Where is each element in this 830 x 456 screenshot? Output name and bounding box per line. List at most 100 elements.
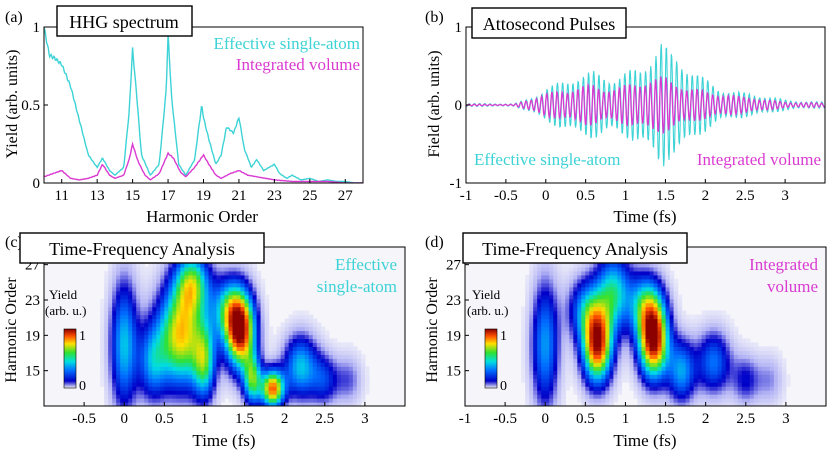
heatmap-cell [316, 362, 322, 367]
heatmap-cell [657, 286, 663, 292]
heatmap-cell [625, 342, 631, 347]
heatmap-cell [613, 266, 619, 272]
heatmap-cell [168, 334, 173, 340]
heatmap-cell [272, 370, 278, 375]
heatmap-cell [725, 386, 731, 391]
heatmap-cell [192, 346, 198, 351]
heatmap-cell [168, 310, 173, 316]
heatmap-cell [529, 294, 534, 300]
heatmap-cell [617, 358, 623, 363]
heatmap-cell [124, 318, 129, 324]
heatmap-cell [304, 402, 310, 406]
heatmap-cell [533, 270, 538, 276]
heatmap-cell [537, 402, 542, 406]
heatmap-cell [160, 386, 165, 391]
heatmap-cell [100, 362, 105, 367]
heatmap-cell [228, 318, 234, 324]
heatmap-cell [581, 310, 586, 316]
heatmap-cell [188, 326, 194, 332]
heatmap-cell [224, 354, 230, 359]
heatmap-cell [569, 266, 574, 272]
heatmap-cell [633, 298, 639, 304]
heatmap-cell [653, 362, 659, 367]
heatmap-cell [753, 382, 759, 387]
heatmap-cell [248, 402, 254, 406]
heatmap-cell [212, 278, 218, 284]
heatmap-cell [621, 310, 627, 316]
heatmap-cell [260, 342, 266, 347]
heatmap-cell [232, 278, 238, 284]
heatmap-cell [665, 274, 671, 280]
heatmap-cell [140, 334, 145, 340]
heatmap-cell [673, 294, 679, 300]
heatmap-cell [697, 314, 703, 320]
heatmap-cell [200, 346, 206, 351]
heatmap-cell [132, 354, 137, 359]
heatmap-cell [641, 390, 647, 395]
heatmap-cell [581, 358, 586, 363]
heatmap-cell [521, 374, 526, 379]
heatmap-cell [340, 386, 346, 391]
heatmap-cell [236, 366, 242, 371]
x-tick-label: 2.5 [736, 411, 755, 427]
heatmap-cell [709, 314, 715, 320]
heatmap-cell [557, 394, 562, 399]
heatmap-cell [613, 290, 619, 296]
heatmap-cell [320, 374, 326, 379]
heatmap-cell [777, 402, 783, 406]
heatmap-cell [308, 322, 314, 328]
y-axis-label-c: Harmonic Order [3, 277, 20, 383]
x-tick-label: 23 [267, 188, 282, 204]
heatmap-cell [196, 354, 202, 359]
heatmap-cell [773, 386, 779, 391]
heatmap-cell [168, 358, 173, 363]
heatmap-cell [553, 298, 558, 304]
heatmap-cell [557, 314, 562, 320]
heatmap-cell [356, 362, 362, 367]
heatmap-cell [100, 334, 105, 340]
heatmap-cell [577, 262, 582, 268]
heatmap-cell [220, 298, 226, 304]
heatmap-cell [553, 378, 558, 383]
heatmap-cell [565, 270, 570, 276]
heatmap-cell [697, 338, 703, 344]
heatmap-cell [156, 266, 161, 272]
heatmap-cell [741, 346, 747, 351]
heatmap-cell [100, 374, 105, 379]
heatmap-cell [537, 370, 542, 375]
heatmap-cell [164, 266, 169, 272]
heatmap-cell [649, 366, 655, 371]
heatmap-cell [172, 334, 177, 340]
heatmap-cell [585, 318, 590, 324]
heatmap-cell [248, 334, 254, 340]
heatmap-cell [276, 390, 282, 395]
heatmap-cell [625, 354, 631, 359]
y-axis-label-a: Yield (arb. units) [4, 50, 21, 159]
heatmap-cell [220, 270, 226, 276]
heatmap-cell [613, 330, 619, 336]
heatmap-cell [665, 370, 671, 375]
heatmap-cell [320, 378, 326, 383]
heatmap-cell [545, 286, 550, 292]
heatmap-cell [537, 274, 542, 280]
heatmap-cell [292, 314, 298, 320]
heatmap-cell [176, 282, 181, 288]
heatmap-cell [581, 278, 586, 284]
heatmap-cell [184, 278, 189, 284]
heatmap-cell [296, 398, 302, 403]
heatmap-cell [188, 334, 194, 340]
heatmap-cell [132, 330, 137, 336]
heatmap-cell [224, 298, 230, 304]
heatmap-cell [352, 390, 358, 395]
heatmap-cell [184, 274, 189, 280]
heatmap-cell [124, 322, 129, 328]
heatmap-cell [685, 342, 691, 347]
heatmap-cell [673, 390, 679, 395]
heatmap-cell [705, 390, 711, 395]
heatmap-cell [344, 382, 350, 387]
heatmap-cell [160, 390, 165, 395]
heatmap-cell [280, 390, 286, 395]
heatmap-cell [649, 286, 655, 292]
heatmap-cell [212, 402, 218, 406]
heatmap-cell [244, 302, 250, 308]
